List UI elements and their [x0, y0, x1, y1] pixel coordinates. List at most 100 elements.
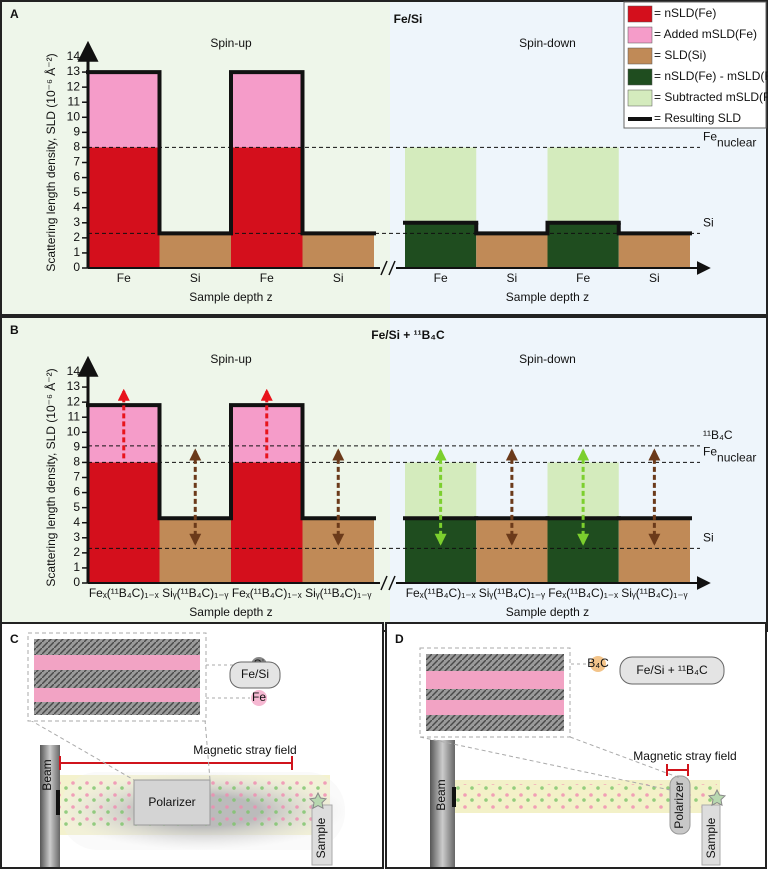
- y-tick-label: 0: [73, 260, 80, 274]
- y-tick-label: 1: [73, 245, 80, 259]
- si-layer: [34, 639, 200, 655]
- x-tick-label: Siᵧ(¹¹B₄C)₁₋ᵧ: [305, 586, 371, 600]
- chart-title: Fe/Si + ¹¹B₄C: [371, 328, 445, 342]
- y-tick-label: 3: [73, 215, 80, 229]
- panel-label: B: [10, 323, 19, 337]
- bar-segment: [547, 518, 619, 583]
- sample-label: Sample: [704, 817, 718, 858]
- y-tick-label: 0: [73, 575, 80, 589]
- y-tick-label: 5: [73, 500, 80, 514]
- polarizer: [133, 779, 211, 826]
- y-tick-label: 11: [68, 409, 81, 423]
- beam-source: [40, 745, 60, 867]
- bar-segment: [547, 222, 619, 268]
- reference-label: Si: [703, 531, 714, 545]
- y-tick-label: 4: [73, 515, 80, 529]
- y-tick-label: 8: [73, 455, 80, 469]
- zoom-line: [569, 736, 681, 779]
- bar-segment: [405, 518, 477, 583]
- legend-label: = nSLD(Fe): [654, 6, 716, 20]
- y-tick-label: 9: [73, 440, 80, 454]
- y-tick-label: 12: [67, 394, 81, 408]
- bar-segment: [302, 233, 374, 268]
- axis-break: [388, 260, 396, 276]
- y-axis-label: Scattering length density, SLD (10⁻⁶ Å⁻²…: [43, 368, 58, 586]
- beam-source: [430, 740, 455, 867]
- reference-label: ¹¹B₄C: [703, 428, 733, 442]
- beam-label: Beam: [40, 759, 54, 790]
- sample-star: [707, 788, 727, 807]
- legend-swatch: [627, 68, 653, 86]
- zoom-line: [204, 719, 211, 781]
- legend-box: [623, 1, 767, 129]
- y-tick-label: 3: [73, 530, 80, 544]
- legend-swatch: [627, 89, 653, 107]
- fe-layer: [426, 700, 564, 715]
- bar-segment: [302, 518, 374, 583]
- zoom-line: [419, 736, 671, 791]
- polarizer-label: Polarizer: [672, 781, 686, 828]
- sample-star: [308, 791, 328, 810]
- legend-label: = Added mSLD(Fe): [654, 27, 757, 41]
- bar-segment: [476, 233, 548, 268]
- reference-label-sub: nuclear: [717, 451, 756, 465]
- x-tick-label: Fe: [576, 271, 590, 285]
- bar-segment: [88, 72, 160, 148]
- legend-label: = SLD(Si): [654, 48, 706, 62]
- x-tick-label: Si: [649, 271, 660, 285]
- legend-swatch: [627, 5, 653, 23]
- y-tick-label: 10: [67, 109, 81, 123]
- y-tick-label: 13: [67, 64, 81, 78]
- y-tick-label: 14: [67, 364, 81, 378]
- x-tick-label: Feₓ(¹¹B₄C)₁₋ₓ: [89, 586, 159, 600]
- x-tick-label: Fe: [260, 271, 274, 285]
- x-tick-label: Siᵧ(¹¹B₄C)₁₋ᵧ: [621, 586, 687, 600]
- bar-segment: [618, 233, 690, 268]
- panel-c: C Beam Magnetic stray field Polarizer Sa…: [0, 622, 384, 869]
- b4c-molecule: [590, 656, 606, 672]
- y-tick-label: 10: [67, 424, 81, 438]
- side-subtitle: Spin-down: [519, 352, 576, 366]
- si-layer: [34, 670, 200, 688]
- y-tick-label: 11: [68, 94, 81, 108]
- side-subtitle: Spin-down: [519, 36, 576, 50]
- sample-tag: [619, 656, 725, 685]
- x-tick-label: Si: [333, 271, 344, 285]
- axis-break: [380, 575, 388, 591]
- legend-label: = Resulting SLD: [654, 111, 741, 125]
- stray-field-label: Magnetic stray field: [193, 743, 296, 757]
- legend-swatch: [627, 26, 653, 44]
- x-axis-label: Sample depth z: [506, 605, 589, 619]
- sample-tag: [229, 661, 281, 689]
- panel-label: D: [395, 632, 404, 646]
- y-tick-label: 14: [67, 49, 81, 63]
- beam-slit: [56, 790, 60, 815]
- panel-d: D Beam Magnetic stray field Polarizer Sa…: [385, 622, 767, 869]
- sample-tag-label: Fe/Si: [241, 667, 269, 681]
- x-axis-label: Sample depth z: [189, 605, 272, 619]
- bar-segment: [159, 518, 231, 583]
- panel-label: A: [10, 7, 19, 21]
- sample-tag-label: Fe/Si + ¹¹B₄C: [636, 663, 708, 677]
- legend-swatch: [627, 47, 653, 65]
- x-tick-label: Fe: [434, 271, 448, 285]
- bar-segment: [231, 147, 303, 268]
- y-tick-label: 6: [73, 485, 80, 499]
- y-tick-label: 5: [73, 185, 80, 199]
- bar-segment: [231, 462, 303, 583]
- side-subtitle: Spin-up: [210, 36, 252, 50]
- x-tick-label: Si: [190, 271, 201, 285]
- y-axis-label: Scattering length density, SLD (10⁻⁶ Å⁻²…: [43, 53, 58, 271]
- bar-segment: [231, 72, 303, 148]
- panel-frame: [0, 0, 768, 316]
- sample-label: Sample: [314, 817, 328, 858]
- multilayer: [426, 654, 564, 731]
- y-tick-label: 7: [73, 155, 80, 169]
- bar-segment: [88, 147, 160, 268]
- bar-segment: [476, 518, 548, 583]
- x-tick-label: Siᵧ(¹¹B₄C)₁₋ᵧ: [479, 586, 545, 600]
- legend-label: = nSLD(Fe) - mSLD(Fe): [654, 69, 768, 83]
- x-tick-label: Feₓ(¹¹B₄C)₁₋ₓ: [232, 586, 302, 600]
- stray-field-label: Magnetic stray field: [633, 749, 736, 763]
